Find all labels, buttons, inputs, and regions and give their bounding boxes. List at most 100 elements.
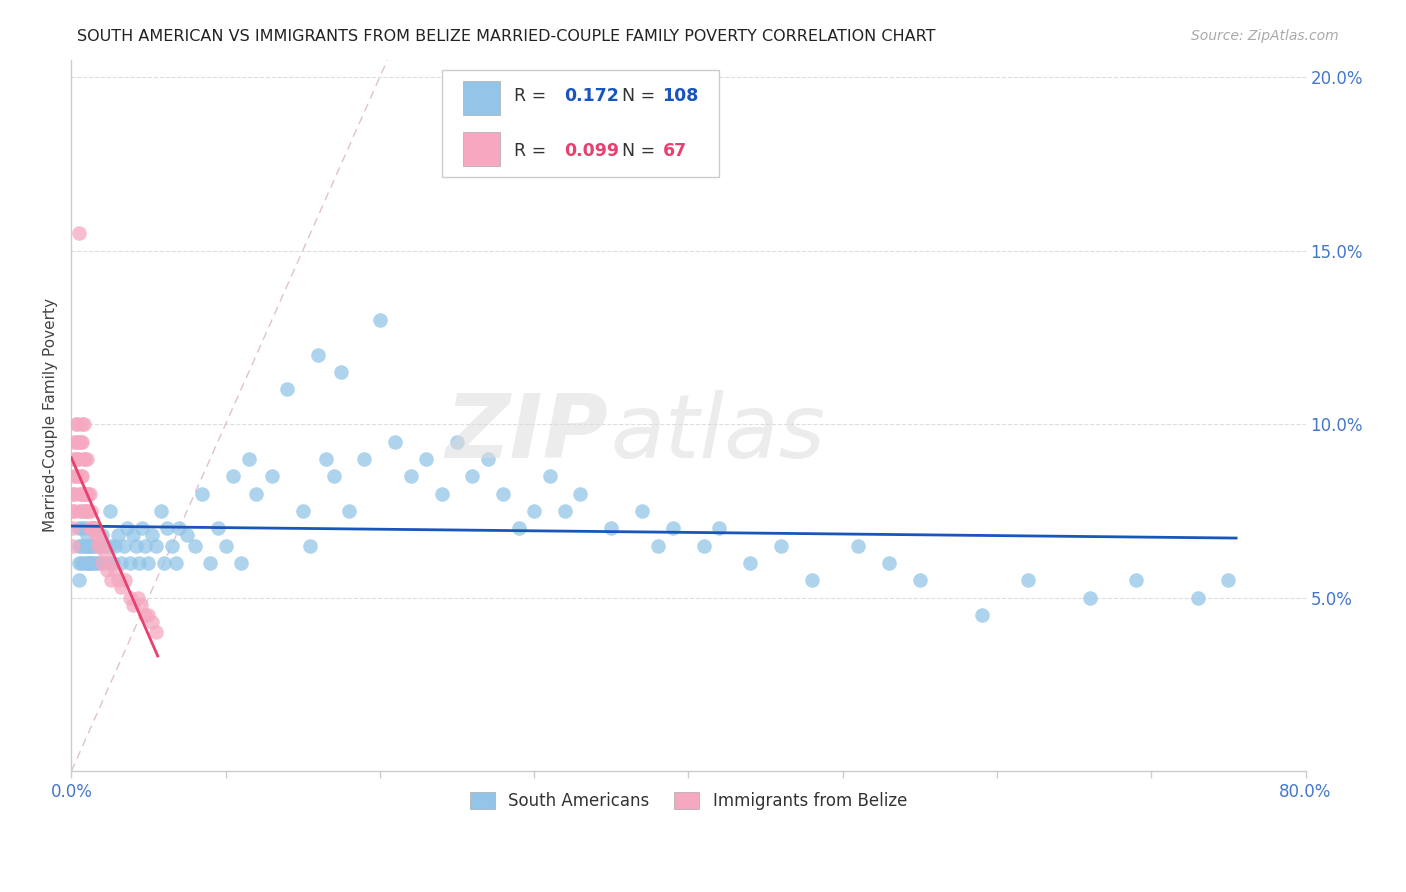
- Point: [75, 486, 97, 500]
- Point: [368, 313, 391, 327]
- Text: ZIP: ZIP: [446, 390, 609, 477]
- Point: [134, 539, 156, 553]
- Point: [72, 556, 94, 570]
- Point: [90, 539, 112, 553]
- Point: [69, 434, 91, 449]
- Point: [62, 486, 84, 500]
- Point: [79, 539, 101, 553]
- Text: 67: 67: [662, 142, 686, 160]
- Point: [145, 539, 167, 553]
- Point: [98, 539, 121, 553]
- Point: [399, 469, 422, 483]
- Point: [538, 469, 561, 483]
- Point: [66, 469, 89, 483]
- Text: N =: N =: [610, 87, 661, 105]
- Point: [96, 556, 118, 570]
- Point: [75, 504, 97, 518]
- Point: [75, 521, 97, 535]
- Point: [415, 451, 437, 466]
- Point: [908, 574, 931, 588]
- Point: [72, 504, 94, 518]
- Point: [523, 504, 546, 518]
- Point: [65, 469, 87, 483]
- Point: [76, 528, 98, 542]
- Point: [160, 539, 183, 553]
- Point: [76, 556, 98, 570]
- Point: [63, 486, 86, 500]
- Point: [76, 486, 98, 500]
- Point: [70, 504, 93, 518]
- Point: [477, 451, 499, 466]
- Point: [94, 539, 117, 553]
- Point: [63, 504, 86, 518]
- Point: [647, 539, 669, 553]
- Point: [492, 486, 515, 500]
- Point: [631, 504, 654, 518]
- Text: Source: ZipAtlas.com: Source: ZipAtlas.com: [1191, 29, 1339, 44]
- Point: [69, 556, 91, 570]
- Point: [62, 504, 84, 518]
- Point: [149, 504, 172, 518]
- Point: [67, 486, 90, 500]
- Point: [65, 417, 87, 432]
- Point: [80, 539, 103, 553]
- Point: [877, 556, 900, 570]
- Point: [107, 574, 129, 588]
- Point: [67, 521, 90, 535]
- Point: [101, 556, 124, 570]
- Point: [129, 598, 152, 612]
- Point: [79, 486, 101, 500]
- Point: [198, 556, 221, 570]
- Point: [800, 574, 823, 588]
- Point: [84, 528, 107, 542]
- Point: [112, 539, 135, 553]
- Point: [77, 539, 100, 553]
- Point: [384, 434, 406, 449]
- Point: [91, 528, 114, 542]
- Point: [91, 556, 114, 570]
- Point: [693, 539, 716, 553]
- Point: [79, 556, 101, 570]
- Point: [67, 539, 90, 553]
- Point: [76, 539, 98, 553]
- Point: [709, 521, 731, 535]
- Point: [1017, 574, 1039, 588]
- Point: [98, 556, 121, 570]
- Point: [569, 486, 592, 500]
- Point: [65, 451, 87, 466]
- Point: [245, 486, 267, 500]
- Point: [125, 539, 148, 553]
- Point: [91, 556, 114, 570]
- Point: [153, 556, 176, 570]
- Point: [72, 539, 94, 553]
- Point: [307, 348, 329, 362]
- Point: [80, 521, 103, 535]
- Point: [84, 556, 107, 570]
- Point: [77, 486, 100, 500]
- Point: [122, 528, 145, 542]
- Point: [70, 521, 93, 535]
- Point: [82, 556, 104, 570]
- Point: [87, 528, 110, 542]
- Point: [353, 451, 375, 466]
- Point: [82, 521, 104, 535]
- Point: [67, 504, 90, 518]
- Point: [214, 539, 236, 553]
- Point: [138, 608, 160, 623]
- Point: [260, 469, 283, 483]
- Text: 0.172: 0.172: [564, 87, 619, 105]
- Point: [76, 451, 98, 466]
- Text: R =: R =: [515, 142, 553, 160]
- Point: [291, 504, 314, 518]
- Point: [430, 486, 453, 500]
- Point: [128, 556, 150, 570]
- Point: [67, 556, 90, 570]
- Point: [229, 556, 252, 570]
- Point: [461, 469, 484, 483]
- Point: [66, 451, 89, 466]
- Point: [322, 469, 344, 483]
- Point: [337, 504, 360, 518]
- Point: [118, 591, 141, 605]
- Point: [970, 608, 993, 623]
- Point: [70, 486, 93, 500]
